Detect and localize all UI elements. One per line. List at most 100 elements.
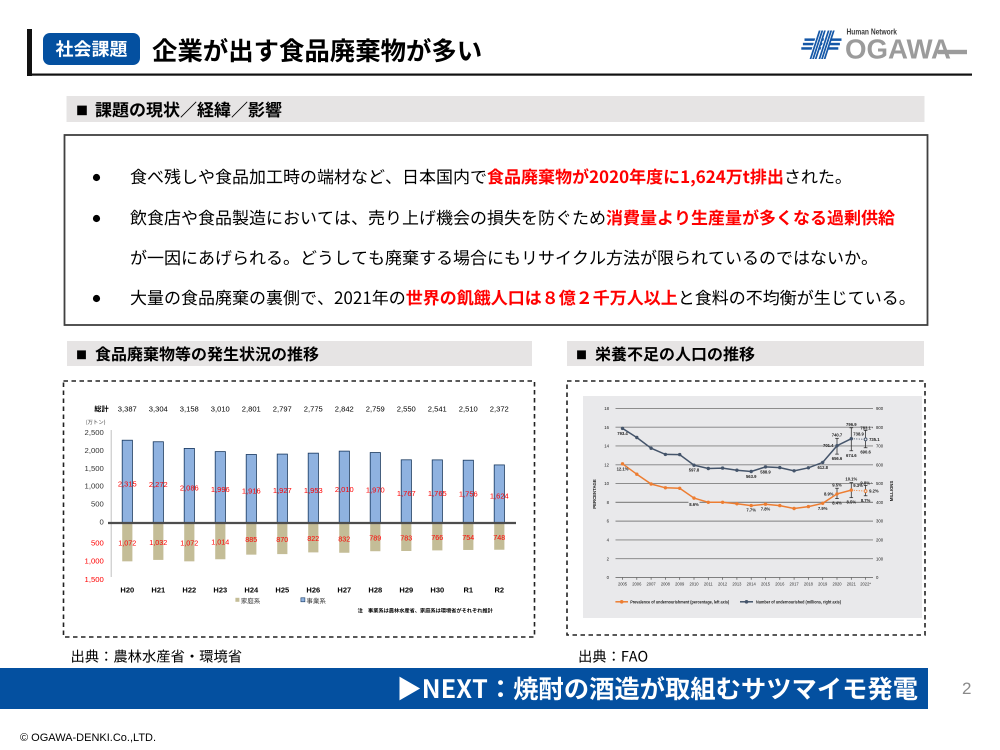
svg-text:754: 754 <box>462 533 474 542</box>
svg-text:2,372: 2,372 <box>490 404 509 413</box>
svg-text:822: 822 <box>307 534 319 543</box>
svg-text:796.9: 796.9 <box>846 422 857 427</box>
svg-text:H20: H20 <box>120 585 134 594</box>
svg-text:1,000: 1,000 <box>85 557 104 566</box>
svg-text:1,916: 1,916 <box>242 486 261 495</box>
svg-text:H21: H21 <box>151 585 165 594</box>
svg-text:674.6: 674.6 <box>846 453 857 458</box>
svg-text:3,158: 3,158 <box>180 404 199 413</box>
svg-text:563.9: 563.9 <box>746 474 757 479</box>
svg-text:8.7%: 8.7% <box>861 498 871 503</box>
svg-text:2008: 2008 <box>661 582 671 587</box>
svg-text:10.1%: 10.1% <box>845 477 857 482</box>
svg-text:800: 800 <box>876 425 884 430</box>
svg-text:766: 766 <box>431 533 443 542</box>
svg-text:PERCENTAGE: PERCENTAGE <box>592 479 597 509</box>
svg-text:1,765: 1,765 <box>428 489 447 498</box>
svg-text:2,759: 2,759 <box>366 404 385 413</box>
svg-text:H28: H28 <box>368 585 382 594</box>
svg-text:870: 870 <box>276 535 288 544</box>
svg-text:2,272: 2,272 <box>149 480 168 489</box>
svg-text:2,315: 2,315 <box>118 479 137 488</box>
svg-text:1,072: 1,072 <box>180 539 198 548</box>
svg-text:6: 6 <box>607 519 610 524</box>
svg-text:H26: H26 <box>306 585 320 594</box>
svg-text:R2: R2 <box>495 585 505 594</box>
svg-text:10: 10 <box>604 481 609 486</box>
svg-text:1,970: 1,970 <box>366 485 385 494</box>
svg-text:4: 4 <box>607 538 610 543</box>
svg-text:2022*: 2022* <box>860 582 871 587</box>
svg-text:1,014: 1,014 <box>211 538 229 547</box>
svg-text:656.6: 656.6 <box>832 456 843 461</box>
svg-text:14: 14 <box>604 444 609 449</box>
svg-text:832: 832 <box>338 534 350 543</box>
svg-text:3,304: 3,304 <box>149 404 168 413</box>
svg-text:1,032: 1,032 <box>149 538 167 547</box>
svg-text:7.8%: 7.8% <box>761 507 771 512</box>
svg-text:400: 400 <box>876 500 884 505</box>
svg-text:793.4: 793.4 <box>617 431 628 436</box>
svg-text:2,510: 2,510 <box>459 404 478 413</box>
svg-text:2,010: 2,010 <box>335 485 354 494</box>
svg-text:783: 783 <box>400 533 412 542</box>
svg-text:2015: 2015 <box>761 582 771 587</box>
svg-text:H22: H22 <box>182 585 196 594</box>
svg-text:0: 0 <box>607 575 610 580</box>
svg-text:7.9%: 7.9% <box>818 506 828 511</box>
svg-text:597.8: 597.8 <box>689 468 700 473</box>
svg-text:701.4: 701.4 <box>823 443 834 448</box>
svg-text:600: 600 <box>876 462 884 467</box>
svg-text:2005: 2005 <box>618 582 628 587</box>
svg-text:738.9: 738.9 <box>853 432 864 437</box>
svg-text:500: 500 <box>876 481 884 486</box>
svg-text:Number of undernourished (mill: Number of undernourished (millions, righ… <box>756 599 842 604</box>
svg-text:1,756: 1,756 <box>459 489 478 498</box>
svg-text:MILLIONS: MILLIONS <box>889 481 894 502</box>
svg-text:588.9: 588.9 <box>760 469 771 474</box>
svg-text:12: 12 <box>604 462 609 467</box>
svg-text:2,500: 2,500 <box>85 428 104 437</box>
svg-text:100: 100 <box>876 556 884 561</box>
svg-text:700: 700 <box>876 444 884 449</box>
svg-text:1,624: 1,624 <box>490 492 509 501</box>
svg-text:16: 16 <box>604 425 609 430</box>
svg-text:Prevalence of undernourishment: Prevalence of undernourishment (percenta… <box>630 599 730 604</box>
svg-text:3,010: 3,010 <box>211 404 230 413</box>
svg-text:740.7: 740.7 <box>832 432 843 437</box>
svg-text:9.3%: 9.3% <box>853 483 863 488</box>
svg-text:2016: 2016 <box>775 582 785 587</box>
svg-text:12.1%: 12.1% <box>617 466 629 471</box>
svg-text:2010: 2010 <box>689 582 699 587</box>
svg-text:8.9%: 8.9% <box>824 491 834 496</box>
svg-text:2009: 2009 <box>675 582 685 587</box>
svg-text:748: 748 <box>493 533 505 542</box>
svg-text:2006: 2006 <box>632 582 642 587</box>
svg-text:2,775: 2,775 <box>304 404 323 413</box>
svg-text:R1: R1 <box>464 585 474 594</box>
svg-text:2,000: 2,000 <box>85 446 104 455</box>
svg-text:H30: H30 <box>430 585 444 594</box>
svg-text:9.2%: 9.2% <box>869 489 879 494</box>
svg-text:2: 2 <box>607 556 610 561</box>
svg-text:2013: 2013 <box>732 582 742 587</box>
svg-text:1,953: 1,953 <box>304 486 323 495</box>
svg-text:1,500: 1,500 <box>85 464 104 473</box>
svg-text:2011: 2011 <box>704 582 714 587</box>
svg-text:900: 900 <box>876 406 884 411</box>
svg-text:1,500: 1,500 <box>85 575 104 584</box>
svg-text:2,801: 2,801 <box>242 404 261 413</box>
svg-text:2018: 2018 <box>804 582 814 587</box>
svg-text:690.6: 690.6 <box>860 450 871 455</box>
svg-text:2,086: 2,086 <box>180 483 199 492</box>
svg-text:2,797: 2,797 <box>273 404 292 413</box>
svg-text:500: 500 <box>91 538 104 547</box>
svg-text:18: 18 <box>604 406 609 411</box>
svg-text:0: 0 <box>876 575 879 580</box>
svg-text:3,387: 3,387 <box>118 404 137 413</box>
svg-text:783.1 ·: 783.1 · <box>860 425 873 430</box>
svg-text:1,767: 1,767 <box>397 489 416 498</box>
svg-text:H29: H29 <box>399 585 413 594</box>
svg-text:885: 885 <box>245 535 257 544</box>
svg-text:8.5%: 8.5% <box>847 500 857 505</box>
